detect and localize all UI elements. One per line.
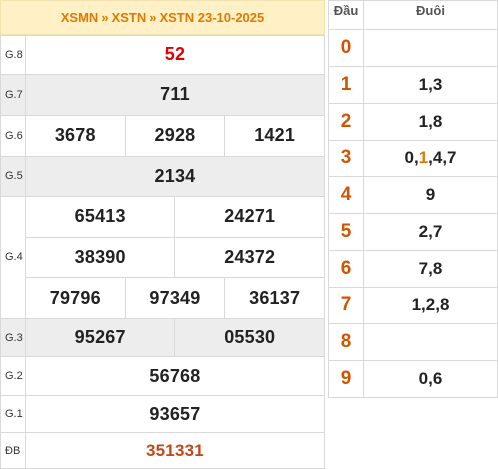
prize-row-g2: G.2 56768 bbox=[0, 356, 326, 397]
prize-number: 93657 bbox=[24, 395, 326, 434]
link-xsmn[interactable]: XSMN bbox=[60, 9, 99, 25]
prize-number: 36137 bbox=[224, 277, 325, 320]
head-digit: 8 bbox=[328, 323, 364, 362]
tail-digits: 1,2,8 bbox=[363, 286, 498, 325]
head-tail-header-row: Đầu Đuôi bbox=[328, 0, 498, 31]
prize-number: 2134 bbox=[24, 155, 326, 197]
prize-number: 79796 bbox=[24, 277, 126, 320]
prize-number: 52 bbox=[24, 34, 326, 75]
prize-row-g3: G.3 95267 05530 bbox=[0, 318, 325, 358]
prize-label: G.5 bbox=[0, 155, 26, 197]
special-prize-number: 351331 bbox=[24, 432, 326, 469]
head-tail-row: 9 0,6 bbox=[328, 360, 498, 398]
head-tail-row: 7 1,2,8 bbox=[328, 286, 498, 325]
prize-label: G.6 bbox=[0, 114, 26, 157]
prize-number: 97349 bbox=[124, 277, 226, 320]
tail-digits: 9 bbox=[363, 176, 498, 215]
head-tail-row: 4 9 bbox=[328, 176, 498, 215]
head-digit: 6 bbox=[328, 249, 364, 288]
tail-digits: 7,8 bbox=[363, 249, 498, 288]
prize-row-g4: 79796 97349 36137 bbox=[1, 277, 325, 320]
head-digit: 9 bbox=[328, 360, 364, 398]
prize-number: 1421 bbox=[224, 114, 325, 157]
tail-digits: 2,7 bbox=[363, 213, 498, 251]
results-header-row: XSMN» XSTN» XSTN 23-10-2025 bbox=[0, 0, 325, 35]
prize-label: G.4 bbox=[0, 195, 26, 320]
prize-row-g1: G.1 93657 bbox=[0, 395, 326, 434]
head-digit: 3 bbox=[328, 139, 364, 178]
results-header: XSMN» XSTN» XSTN 23-10-2025 bbox=[0, 0, 325, 35]
link-xstn[interactable]: XSTN bbox=[111, 9, 147, 25]
prize-number: 56768 bbox=[24, 356, 326, 397]
head-digit: 1 bbox=[328, 65, 364, 104]
head-digit: 2 bbox=[328, 102, 364, 141]
prize-number: 38390 bbox=[24, 236, 176, 279]
prize-number: 3678 bbox=[24, 114, 126, 157]
tail-digits bbox=[363, 323, 498, 362]
tail-digits-part: ,4,7 bbox=[428, 148, 457, 168]
prize-row-g4: G.4 65413 24271 bbox=[0, 195, 325, 320]
prize-label: G.8 bbox=[0, 34, 26, 75]
tail-digits: 1,3 bbox=[363, 65, 498, 104]
head-digit: 0 bbox=[328, 29, 364, 67]
prize-number: 65413 bbox=[24, 195, 176, 238]
head-digit: 5 bbox=[328, 213, 364, 251]
prize-row-g6: G.6 3678 2928 1421 bbox=[0, 114, 325, 157]
prize-label: G.3 bbox=[0, 318, 26, 358]
prize-row-g8: G.8 52 bbox=[0, 34, 326, 75]
head-digit: 7 bbox=[328, 286, 364, 325]
prize-number: 24271 bbox=[174, 195, 325, 238]
prize-number: 05530 bbox=[174, 318, 325, 358]
prize-row-g4: 38390 24372 bbox=[1, 236, 325, 279]
breadcrumb-separator: » bbox=[101, 9, 109, 25]
prize-number: 95267 bbox=[24, 318, 176, 358]
column-header-head: Đầu bbox=[328, 0, 364, 31]
tail-digits bbox=[363, 29, 498, 67]
head-tail-row: 0 bbox=[328, 29, 498, 67]
column-header-tail: Đuôi bbox=[363, 0, 498, 31]
prize-number: 2928 bbox=[124, 114, 226, 157]
prize-number: 711 bbox=[24, 73, 326, 116]
tail-digits: 0,6 bbox=[363, 360, 498, 398]
link-xstn-date[interactable]: XSTN 23-10-2025 bbox=[159, 9, 265, 25]
head-tail-row: 1 1,3 bbox=[328, 65, 498, 104]
head-tail-row: 6 7,8 bbox=[328, 249, 498, 288]
prize-row-g7: G.7 711 bbox=[0, 73, 326, 116]
prize-label: G.2 bbox=[0, 356, 26, 397]
prize-row-g5: G.5 2134 bbox=[0, 155, 326, 197]
prize-row-special: ĐB 351331 bbox=[0, 432, 326, 469]
breadcrumb-separator: » bbox=[149, 9, 157, 25]
head-digit: 4 bbox=[328, 176, 364, 215]
head-tail-row: 5 2,7 bbox=[328, 213, 498, 251]
results-table: XSMN» XSTN» XSTN 23-10-2025 G.8 52 G.7 711… bbox=[0, 0, 326, 469]
head-tail-row: 8 bbox=[328, 323, 498, 362]
tail-digits: 0,1,4,7 bbox=[363, 139, 498, 178]
prize-label: G.1 bbox=[0, 395, 26, 434]
head-tail-row: 2 1,8 bbox=[328, 102, 498, 141]
prize-label: ĐB bbox=[0, 432, 26, 469]
tail-digits-part: 0, bbox=[404, 148, 419, 168]
tail-digits: 1,8 bbox=[363, 102, 498, 141]
head-tail-row: 3 0,1,4,7 bbox=[328, 139, 498, 178]
head-tail-table: Đầu Đuôi 0 1 1,3 2 1,8 3 0,1,4,7 4 9 5 2… bbox=[328, 0, 498, 398]
prize-number: 24372 bbox=[174, 236, 325, 279]
tail-digit-highlight: 1 bbox=[418, 148, 429, 168]
prize-label: G.7 bbox=[0, 73, 26, 116]
